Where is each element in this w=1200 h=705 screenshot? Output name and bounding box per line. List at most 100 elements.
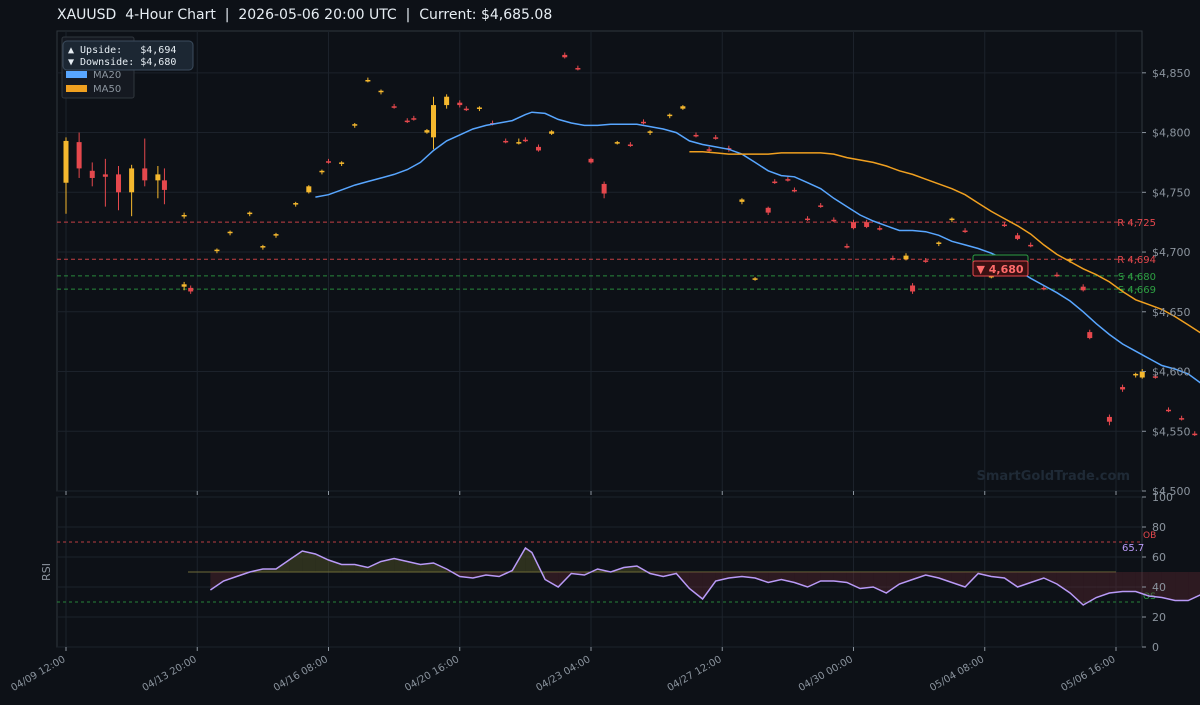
legend-swatch-ma50: [66, 85, 87, 92]
price-tick-label: $4,650: [1152, 306, 1191, 319]
candle-body: [188, 287, 194, 292]
candle-body: [463, 108, 469, 111]
x-tick-label: 05/04 08:00: [928, 654, 986, 694]
rsi-fill-segment: [328, 560, 342, 572]
candle-body: [116, 174, 121, 193]
candle-body: [102, 174, 108, 177]
rsi-axis-label: RSI: [40, 563, 53, 581]
legend-label-ma50: MA50: [93, 84, 121, 95]
rsi-fill-segment: [1083, 572, 1097, 605]
price-tick-label: $4,750: [1152, 186, 1191, 199]
rsi-fill-segment: [381, 558, 395, 572]
rsi-fill-segment: [1188, 572, 1200, 601]
candle-body: [161, 180, 167, 190]
candle-body: [1067, 259, 1073, 261]
rsi-fill-segment: [755, 572, 769, 583]
rsi-fill-segment: [1122, 572, 1136, 592]
candle-body: [181, 215, 187, 217]
legend-swatch-ma20: [66, 71, 87, 78]
x-tick-label: 04/27 12:00: [666, 654, 724, 694]
rsi-fill-segment: [1109, 572, 1123, 593]
rsi-fill-segment: [341, 564, 355, 572]
level-label-resistance: R 4,725: [1117, 218, 1156, 229]
x-tick-label: 04/09 12:00: [9, 654, 67, 694]
candle-body: [864, 222, 870, 227]
legend-label-ma20: MA20: [93, 70, 121, 81]
candle-body: [627, 144, 633, 147]
level-label-support: S 4,669: [1118, 285, 1156, 296]
candle-body: [339, 162, 345, 164]
candle-body: [63, 140, 69, 183]
candle-body: [1139, 371, 1145, 378]
rsi-fill-segment: [394, 558, 408, 572]
rsi-fill-segment: [354, 564, 368, 572]
candle-body: [129, 168, 135, 193]
candle-body: [76, 142, 82, 169]
ma50-line: [689, 150, 1200, 334]
candle-body: [293, 203, 299, 205]
candle-body: [424, 130, 430, 133]
rsi-fill-segment: [1175, 572, 1189, 601]
info-box: ▲ Upside: $4,694 ▼ Downside: $4,680: [62, 40, 194, 71]
current-badge: ▲ 4,694 ▼ 4,680: [972, 254, 1029, 277]
info-box-bg: [62, 40, 194, 71]
candle-body: [155, 174, 161, 181]
price-tick-label: $4,500: [1152, 485, 1191, 498]
candle-body: [89, 170, 95, 178]
rsi-fill-segment: [689, 572, 703, 599]
rsi-fill-segment: [1070, 572, 1084, 605]
candle-body: [431, 105, 436, 138]
rsi-last-label: 65.7: [1122, 543, 1144, 554]
candle-body: [739, 199, 745, 202]
candle-body: [503, 140, 509, 143]
rsi-fill-segment: [807, 572, 821, 587]
x-tick-label: 04/13 20:00: [141, 654, 199, 694]
candle-body: [601, 183, 607, 194]
x-tick-label: 04/16 08:00: [272, 654, 330, 694]
rsi-ob-label: OB: [1143, 531, 1156, 541]
candle-body: [903, 255, 909, 260]
candle-body: [1054, 274, 1060, 277]
current-badge-label: ▼ 4,680: [976, 263, 1023, 276]
candle-body: [365, 79, 371, 82]
candle-body: [772, 181, 778, 184]
rsi-tick-label: 40: [1152, 581, 1166, 594]
rsi-tick-label: 80: [1152, 521, 1166, 534]
candle-body: [1179, 418, 1185, 420]
candle-body: [680, 106, 686, 109]
rsi-fill-segment: [938, 572, 952, 583]
rsi-tick-label: 100: [1152, 491, 1173, 504]
candle-body: [752, 278, 758, 280]
candle-body: [588, 158, 594, 163]
rsi-tick-label: 0: [1152, 641, 1159, 654]
candle-body: [391, 106, 397, 108]
candle-body: [1166, 409, 1171, 412]
rsi-fill-segment: [702, 572, 716, 599]
candle-body: [181, 284, 187, 287]
candle-body: [910, 285, 916, 292]
candle-body: [614, 142, 620, 144]
rsi-os-label: OS: [1143, 592, 1156, 602]
rsi-fill-segment: [886, 572, 900, 593]
level-label-resistance: R 4,694: [1117, 255, 1156, 266]
candle-body: [1080, 286, 1086, 291]
rsi-fill-segment: [289, 551, 303, 572]
candle-body: [306, 186, 312, 193]
ma20-line: [315, 111, 1200, 384]
chart-title: XAUUSD 4-Hour Chart | 2026-05-06 20:00 U…: [57, 7, 553, 23]
candle-body: [260, 246, 266, 248]
rsi-fill-segment: [1030, 572, 1044, 583]
candle-body: [247, 212, 253, 215]
info-upside: ▲ Upside: $4,694: [68, 45, 176, 56]
candle-body: [831, 219, 837, 222]
rsi-line: [209, 546, 1200, 606]
candle-body: [791, 189, 797, 192]
candle-body: [667, 114, 673, 117]
rsi-fill-segment: [860, 572, 874, 589]
candle-body: [818, 205, 824, 207]
candle-body: [536, 146, 541, 151]
candle-body: [404, 120, 410, 123]
candle-body: [1028, 244, 1034, 247]
price-tick-label: $4,700: [1152, 246, 1191, 259]
